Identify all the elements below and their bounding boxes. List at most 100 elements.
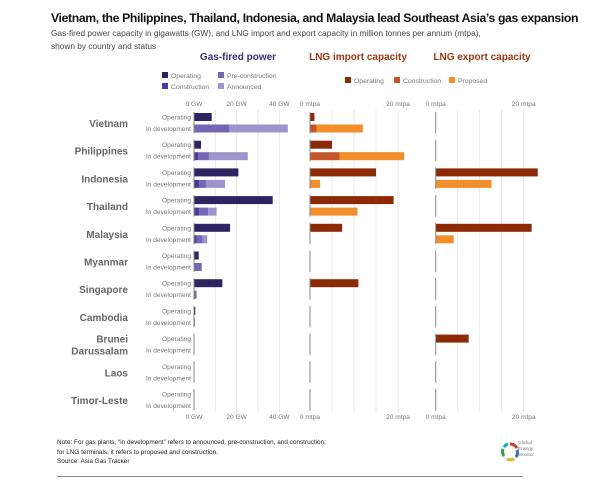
import-bar-construction (310, 152, 340, 161)
export-bar-proposed (435, 235, 454, 244)
import-bar-operating (310, 196, 394, 205)
import-bar-proposed (310, 207, 358, 216)
gas-legend-swatch-operating (162, 72, 168, 78)
gas-bar-construction (194, 235, 197, 244)
in-development-row-label: In development (146, 237, 191, 244)
lng-legend-swatch-proposed (449, 77, 455, 83)
operating-row-label: Operating (162, 364, 191, 371)
operating-row-label: Operating (162, 142, 191, 149)
operating-row-label: Operating (162, 198, 191, 205)
import-tick-label-top: 20 mtpa (386, 101, 410, 108)
import-tick-label-bottom: 20 mtpa (386, 414, 410, 421)
gas-bar-pre-construction (194, 290, 197, 299)
country-label: Thailand (87, 202, 128, 213)
gas-bar-construction (194, 152, 199, 161)
gas-tick-label-bottom: 20 GW (226, 414, 247, 421)
gas-tick-label-bottom: 0 GW (186, 414, 204, 421)
export-tick-label-top: 0 mtpa (426, 101, 446, 108)
gas-bar-construction (194, 179, 200, 188)
gas-legend-swatch-announced (218, 83, 224, 89)
country-label: Timor-Leste (71, 396, 128, 407)
country-label: Cambodia (80, 313, 129, 324)
country-label: Darussalam (71, 347, 128, 358)
country-label: Singapore (79, 285, 128, 296)
gas-bar-pre-construction (199, 207, 209, 216)
in-development-row-label: In development (146, 209, 191, 216)
in-development-row-label: In development (146, 126, 191, 133)
note-line-2: for LNG terminals, it refers to proposed… (57, 448, 218, 456)
gas-bar-pre-construction (196, 235, 203, 244)
in-development-row-label: In development (146, 154, 191, 161)
import-bar-operating (310, 279, 359, 288)
in-development-row-label: In development (146, 348, 191, 355)
gas-bar-pre-construction (198, 152, 209, 161)
import-panel-title: LNG import capacity (309, 52, 407, 63)
logo-line-1: Global (518, 441, 532, 446)
country-label: Vietnam (89, 119, 128, 130)
export-tick-label-bottom: 20 mtpa (512, 414, 536, 421)
lng-legend-label: Construction (403, 78, 441, 85)
logo-line-3: Monitor (518, 453, 534, 458)
gas-panel-title: Gas-fired power (200, 52, 276, 63)
country-label: Brunei (96, 335, 128, 346)
in-development-row-label: In development (146, 265, 191, 272)
gas-bar-operating (194, 279, 223, 288)
gas-bar-operating (194, 113, 212, 121)
operating-row-label: Operating (162, 336, 191, 343)
import-bar-proposed (310, 179, 321, 188)
in-development-row-label: In development (146, 181, 191, 188)
country-label: Indonesia (81, 174, 128, 185)
gas-legend-swatch-pre-construction (218, 72, 224, 78)
footer-note: Note: For gas plants, “in development” r… (57, 438, 326, 467)
lng-legend-swatch-operating (345, 77, 351, 83)
operating-row-label: Operating (162, 308, 191, 315)
gas-tick-label-top: 20 GW (226, 101, 247, 108)
export-bar-operating (435, 168, 538, 177)
import-bar-proposed (316, 124, 363, 133)
lng-legend-label: Proposed (458, 78, 487, 85)
gas-legend-label: Construction (171, 84, 209, 91)
import-bar-operating (310, 168, 376, 177)
operating-row-label: Operating (162, 392, 191, 399)
logo-text: Global Energy Monitor (518, 441, 534, 459)
gas-bar-pre-construction (194, 263, 202, 271)
note-line-1: Note: For gas plants, “in development” r… (57, 439, 326, 446)
logo-line-2: Energy (518, 447, 534, 452)
export-bar-operating (435, 223, 532, 232)
gas-bar-announced (202, 235, 208, 244)
lng-legend-label: Operating (354, 78, 384, 85)
gas-legend-label: Pre-construction (227, 73, 277, 80)
chart-title: Vietnam, the Philippines, Thailand, Indo… (51, 11, 579, 25)
operating-row-label: Operating (162, 253, 191, 260)
gas-bar-pre-construction (194, 124, 230, 133)
global-energy-monitor-logo-icon (500, 442, 520, 462)
in-development-row-label: In development (146, 403, 191, 410)
in-development-row-label: In development (146, 375, 191, 382)
gas-bar-announced (229, 124, 288, 133)
gas-bar-operating (194, 140, 202, 149)
source-line: Source: Asia Gas Tracker (57, 458, 130, 465)
gas-tick-label-top: 0 GW (186, 101, 204, 108)
country-label: Philippines (75, 147, 129, 158)
export-tick-label-bottom: 0 mtpa (426, 414, 446, 421)
gas-bar-announced (208, 152, 248, 161)
gas-tick-label-bottom: 40 GW (269, 414, 290, 421)
gas-legend-label: Announced (227, 84, 262, 91)
gas-bar-construction (194, 207, 200, 216)
operating-row-label: Operating (162, 281, 191, 288)
gas-bar-announced (208, 207, 217, 216)
gas-bar-operating (194, 306, 196, 315)
gas-bar-operating (194, 223, 231, 232)
gas-bar-operating (194, 251, 199, 260)
import-bar-operating (310, 223, 343, 232)
gas-bar-pre-construction (199, 179, 206, 188)
export-bar-operating (435, 334, 469, 343)
import-bar-operating (310, 113, 315, 121)
import-tick-label-bottom: 0 mtpa (300, 414, 320, 421)
in-development-row-label: In development (146, 320, 191, 327)
gas-tick-label-top: 40 GW (269, 101, 290, 108)
country-label: Laos (105, 368, 129, 379)
gas-bar-operating (194, 168, 239, 177)
gas-bar-announced (205, 179, 226, 188)
